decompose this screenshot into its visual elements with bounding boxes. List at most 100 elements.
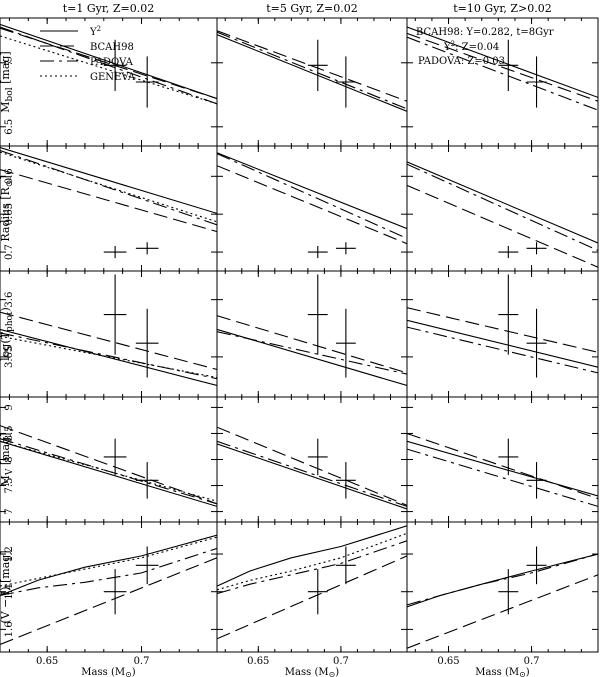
y-axis-label-part: M — [0, 475, 12, 486]
legend-label-sup: 2 — [97, 25, 101, 33]
series-bcah98 — [217, 30, 407, 102]
legend-label-text: PADOVA — [90, 57, 134, 68]
y-tick-label: 7 — [4, 60, 15, 66]
y-axis-label-part: ⊙ — [5, 180, 15, 188]
series-y2 — [407, 553, 598, 608]
y-axis-label-part: ] — [0, 175, 12, 179]
x-axis-label: Mass (M⊙) — [475, 667, 530, 677]
series-padova — [407, 326, 598, 374]
y-axis-label-mv: MV [mag] — [0, 433, 15, 487]
x-tick-label-part: 0.7 — [333, 656, 349, 667]
y-tick-label: 0.65 — [4, 203, 15, 225]
panel-frame — [0, 521, 218, 653]
series-geneva — [0, 151, 217, 223]
series-y2 — [217, 34, 407, 112]
series-bcah98 — [407, 32, 598, 102]
y-axis-label-vi: (V − I) [mag] — [0, 550, 12, 623]
series-bcah98 — [217, 315, 407, 374]
series-padova — [0, 438, 217, 505]
x-axis-label-part: ) — [335, 667, 339, 677]
panel-radius-1 — [0, 145, 218, 272]
panel-mv-3 — [406, 396, 599, 523]
y-tick-label: 8.5 — [4, 426, 15, 442]
series-bcah98 — [0, 27, 217, 100]
y-tick-label: 1.2 — [4, 546, 15, 562]
series-geneva — [217, 532, 407, 591]
x-axis-label-part: ) — [526, 667, 530, 677]
series-padova — [407, 553, 598, 606]
series-padova — [0, 149, 217, 226]
panel-mbol-2 — [216, 17, 408, 147]
model-note: PADOVA: Z=0.03 — [418, 56, 505, 67]
series-padova — [407, 448, 598, 507]
panel-vi-2 — [216, 521, 408, 653]
x-tick-label: 0.7 — [134, 656, 150, 667]
x-axis-label-part: ) — [132, 667, 136, 677]
series-y2 — [407, 161, 598, 244]
series-bcah98 — [217, 555, 407, 640]
series-bcah98 — [407, 432, 598, 500]
column-title: t=10 Gyr, Z>0.02 — [453, 2, 552, 15]
y-tick-label-part: 3.65 — [4, 346, 15, 368]
legend-label-text: Y — [89, 27, 97, 38]
y-tick-label: 6.5 — [4, 119, 15, 135]
series-y2 — [217, 525, 407, 587]
series-y2 — [0, 440, 217, 507]
y-tick-label-part: 8.5 — [4, 426, 15, 442]
x-axis-label-part: ⊙ — [329, 670, 336, 677]
column-title-part: t=5 Gyr, Z=0.02 — [266, 2, 358, 15]
y-axis-label-part: phot — [5, 311, 15, 332]
y-tick-label: 7 — [4, 508, 15, 514]
panel-frame — [0, 396, 218, 523]
panel-radius-2 — [216, 145, 408, 272]
x-tick-label: 0.65 — [247, 656, 269, 667]
y-axis-label-part: [mag] — [0, 51, 12, 87]
panel-teff-2 — [216, 270, 408, 398]
series-bcah98 — [0, 311, 217, 371]
column-title-part: t=10 Gyr, Z>0.02 — [453, 2, 552, 15]
series-padova — [0, 332, 217, 380]
y-axis-label-part: log(T — [0, 331, 12, 360]
model-note: BCAH98: Y=0.282, t=8Gyr — [416, 27, 554, 38]
series-y2 — [407, 26, 598, 98]
legend-label: GENEVA — [90, 72, 136, 83]
panel-teff-1 — [0, 270, 218, 398]
x-tick-label-part: 0.65 — [247, 656, 269, 667]
column-title: t=5 Gyr, Z=0.02 — [266, 2, 358, 15]
series-padova — [217, 331, 407, 375]
y-axis-label-part: bol — [5, 87, 15, 101]
series-bcah98 — [407, 184, 598, 268]
y-tick-label-part: 7 — [4, 60, 15, 66]
series-bcah98 — [0, 425, 217, 505]
y-axis-label-part: (V − I) [mag] — [0, 550, 12, 623]
x-axis-label-part: ⊙ — [519, 670, 526, 677]
series-bcah98 — [0, 168, 217, 233]
x-tick-label: 0.65 — [437, 656, 459, 667]
series-geneva — [0, 335, 217, 379]
y-tick-label-part: 1.4 — [4, 584, 15, 600]
y-tick-label: 1.6 — [4, 621, 15, 637]
legend-label: PADOVA — [90, 57, 134, 68]
x-axis-label-part: Mass (M — [475, 667, 519, 677]
y-axis-label-teff: log(Tphot) — [0, 307, 15, 361]
y-axis-label-part: M — [0, 101, 12, 112]
y-tick-label-part: 1.2 — [4, 546, 15, 562]
x-axis-label-part: Mass (M — [81, 667, 125, 677]
legend-label: Y2 — [89, 25, 101, 38]
y-tick-label-part: 7 — [4, 508, 15, 514]
series-padova — [217, 540, 407, 595]
model-note-tail: : Z=0.04 — [455, 42, 499, 53]
panel-frame — [216, 17, 408, 147]
series-bcah98 — [217, 165, 407, 245]
series-y2 — [217, 443, 407, 510]
series-bcah98 — [0, 557, 217, 646]
y-tick-label: 8 — [4, 456, 15, 462]
model-note-text: BCAH98: Y=0.282, t=8Gyr — [416, 27, 554, 38]
x-axis-label-part: ⊙ — [125, 670, 132, 677]
y-tick-label: 0.6 — [4, 168, 15, 184]
legend-label-text: GENEVA — [90, 72, 136, 83]
series-y2 — [407, 319, 598, 368]
x-tick-label: 0.65 — [36, 656, 58, 667]
series-padova — [217, 153, 407, 239]
